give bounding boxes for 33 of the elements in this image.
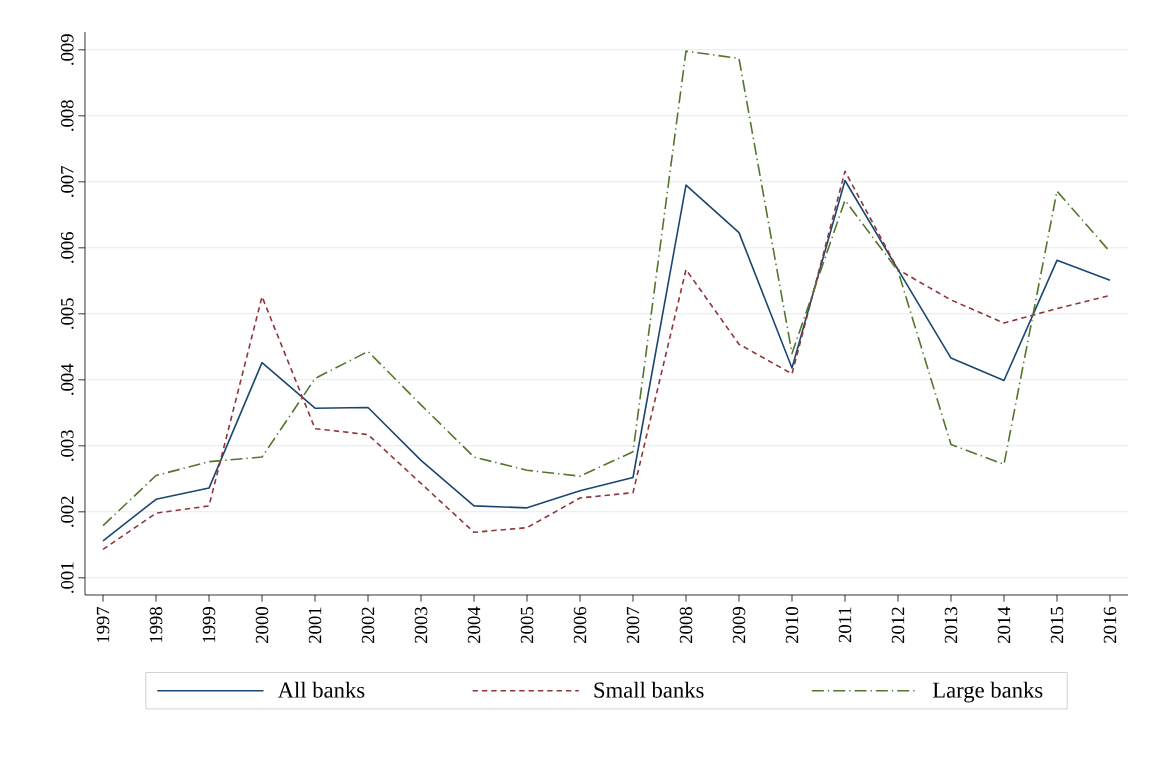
x-tick-label: 2006: [573, 606, 587, 643]
y-tick-label: .006: [60, 232, 74, 263]
x-tick-label: 2000: [255, 607, 269, 643]
x-tick-label: 2012: [891, 607, 905, 643]
x-tick-label: 2002: [361, 607, 375, 643]
x-tick-label: 2007: [626, 606, 640, 643]
x-tick-label: 2001: [308, 607, 322, 643]
x-tick-label: 1999: [202, 607, 216, 643]
legend-label: Large banks: [932, 681, 1043, 703]
x-tick-label: 2016: [1103, 606, 1117, 643]
y-tick-label: .003: [60, 430, 74, 461]
x-tick-label: 1997: [96, 606, 110, 643]
x-tick-label: 2014: [997, 606, 1011, 643]
y-tick-label: .009: [60, 34, 74, 65]
x-tick-label: 1998: [149, 607, 163, 643]
y-tick-label: .005: [60, 298, 74, 329]
x-tick-label: 2004: [467, 606, 481, 643]
x-tick-label: 2008: [679, 607, 693, 643]
y-tick-label: .008: [60, 100, 74, 131]
x-tick-label: 2005: [520, 607, 534, 643]
legend-label: All banks: [277, 681, 365, 698]
x-tick-label: 2009: [732, 607, 746, 643]
x-tick-label: 2011: [838, 607, 852, 643]
y-tick-label: .002: [60, 496, 74, 527]
y-tick-label: .007: [60, 166, 74, 197]
x-tick-label: 2010: [785, 607, 799, 643]
line-series: [102, 50, 1111, 527]
x-tick-label: 2015: [1050, 607, 1064, 643]
y-tick-label: .001: [60, 562, 74, 593]
y-tick-label: .004: [60, 363, 74, 395]
x-tick-label: 2003: [414, 607, 428, 643]
x-tick-label: 2013: [944, 607, 958, 643]
legend-label: Small banks: [594, 681, 704, 698]
